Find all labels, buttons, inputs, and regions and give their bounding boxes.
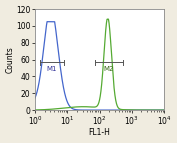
X-axis label: FL1-H: FL1-H	[88, 128, 110, 137]
Text: M2: M2	[104, 66, 114, 72]
Y-axis label: Counts: Counts	[5, 46, 15, 73]
Text: M1: M1	[47, 66, 57, 72]
